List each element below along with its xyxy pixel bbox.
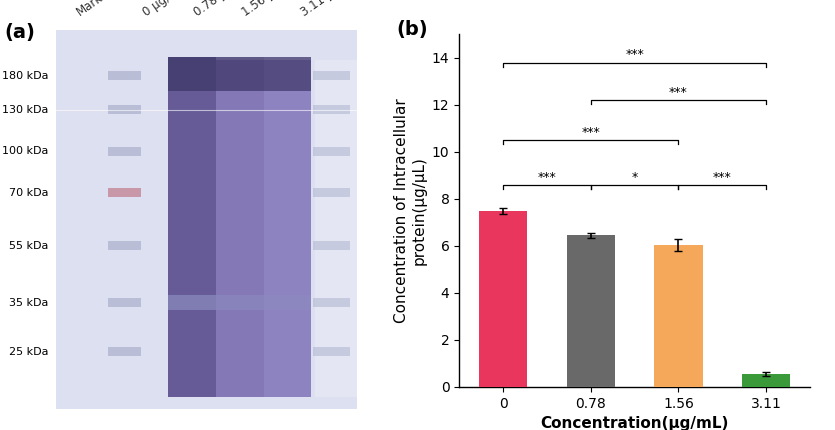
Text: 25 kDa: 25 kDa [9,347,48,357]
Bar [108,188,140,197]
Bar [313,241,350,250]
Bar [742,374,790,387]
Text: 180 kDa: 180 kDa [3,71,48,80]
Bar [313,105,350,114]
Text: ***: *** [669,86,688,99]
Bar [108,71,140,80]
Text: (a): (a) [5,22,36,42]
Bar [108,298,140,307]
Text: ***: *** [581,126,600,139]
Text: 0 μg/mL: 0 μg/mL [140,0,187,19]
FancyBboxPatch shape [216,60,264,397]
Bar [108,105,140,114]
Text: Marker: Marker [74,0,115,19]
Text: 3.11 μg/mL: 3.11 μg/mL [298,0,361,19]
Text: 130 kDa: 130 kDa [3,104,48,114]
Bar [108,347,140,356]
Text: 35 kDa: 35 kDa [9,298,48,307]
FancyBboxPatch shape [216,57,264,91]
Bar [313,188,350,197]
FancyBboxPatch shape [264,295,311,310]
Bar [567,235,615,387]
FancyBboxPatch shape [56,30,357,408]
Text: 70 kDa: 70 kDa [9,188,48,198]
FancyBboxPatch shape [168,60,216,397]
Bar [108,188,140,197]
FancyBboxPatch shape [264,60,311,397]
FancyBboxPatch shape [315,60,363,397]
Text: 100 kDa: 100 kDa [3,146,48,156]
Text: *: * [631,171,638,184]
Text: 55 kDa: 55 kDa [9,241,48,251]
Bar [108,147,140,156]
Text: ***: *** [625,49,644,61]
FancyBboxPatch shape [168,57,216,91]
FancyBboxPatch shape [264,57,311,91]
Bar [313,71,350,80]
Text: (b): (b) [396,20,428,39]
Bar [313,347,350,356]
Y-axis label: Concentration of Intracellular
protein(μg/μL): Concentration of Intracellular protein(μ… [394,98,427,323]
Text: ***: *** [713,171,731,184]
Text: 1.56 μg/mL: 1.56 μg/mL [240,0,302,19]
Bar [313,147,350,156]
X-axis label: Concentration(μg/mL): Concentration(μg/mL) [540,416,729,430]
FancyBboxPatch shape [216,295,264,310]
Text: 0.78 μg/mL: 0.78 μg/mL [192,0,254,19]
FancyBboxPatch shape [168,295,216,310]
Text: ***: *** [538,171,556,184]
Bar [479,211,527,387]
Bar [108,241,140,250]
Bar [655,245,702,387]
Bar [313,298,350,307]
